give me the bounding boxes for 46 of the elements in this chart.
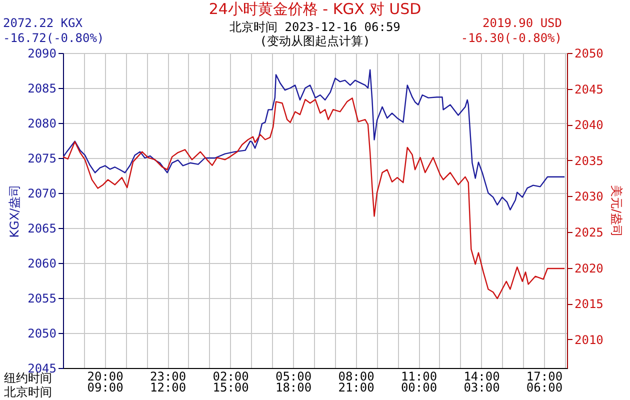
y2-axis-title: 美元/盎司 (609, 184, 624, 238)
x2-tick-label: 15:00 (212, 380, 249, 394)
x2-tick-label: 06:00 (526, 380, 563, 394)
x-tick-label: 20:00 (87, 370, 124, 384)
line-series (63, 98, 566, 300)
x-tick-label: 08:00 (338, 370, 374, 384)
y2-tick-label: 2015 (574, 297, 604, 312)
y2-tick-label: 2025 (574, 225, 604, 240)
x-tick-label: 23:00 (150, 370, 186, 384)
x-tick-label: 14:00 (464, 370, 500, 384)
y-tick-label: 2090 (28, 46, 56, 60)
text: -16.30(-0.80%) (460, 31, 562, 45)
y2-tick-label: 2020 (574, 261, 604, 276)
y2-tick-label: 2035 (574, 154, 604, 168)
x-tick-label: 05:00 (275, 370, 312, 384)
y2-tick-label: 2030 (574, 190, 604, 204)
line-series (63, 69, 566, 210)
x2-tick-label: 00:00 (400, 380, 438, 394)
x2-tick-label: 09:00 (87, 380, 124, 394)
text: (变动从图起点计算) (260, 34, 370, 48)
text: -16.72(-0.80%) (3, 31, 104, 45)
text: 2072.22 KGX (3, 16, 82, 30)
y-tick-label: 2080 (28, 116, 56, 130)
x-tick-label: 02:00 (212, 370, 249, 384)
x2-tick-label: 03:00 (464, 380, 500, 394)
y-tick-label: 2050 (28, 326, 56, 340)
y-tick-label: 2070 (28, 186, 56, 200)
y-tick-label: 2075 (28, 152, 56, 166)
chart-subtitle: 北京时间 2023-12-16 06:59 (230, 20, 400, 34)
x2-tick-label: 21:00 (338, 380, 374, 394)
chart-title: 24小时黄金价格 - KGX 对 USD (208, 0, 422, 18)
y-tick-label: 2065 (28, 222, 56, 236)
y-tick-label: 2060 (28, 256, 56, 270)
x-tick-label: 11:00 (400, 370, 438, 384)
text: 北京时间 (4, 385, 52, 399)
y-tick-label: 2055 (28, 292, 56, 306)
y-tick-label: 2085 (28, 82, 56, 96)
y2-tick-label: 2040 (574, 118, 604, 132)
y2-tick-label: 2010 (574, 332, 604, 347)
y2-tick-label: 2045 (574, 82, 604, 96)
text: 2019.90 USD (482, 16, 562, 30)
y2-tick-label: 2050 (574, 46, 604, 60)
x-tick-label: 17:00 (526, 370, 563, 384)
x2-tick-label: 12:00 (150, 380, 186, 394)
x2-tick-label: 18:00 (275, 380, 312, 394)
y-axis-title: KGX/盎司 (8, 184, 22, 238)
